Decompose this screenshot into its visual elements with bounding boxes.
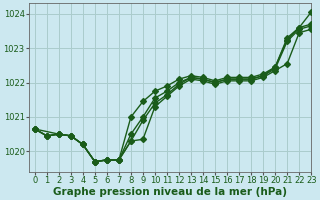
X-axis label: Graphe pression niveau de la mer (hPa): Graphe pression niveau de la mer (hPa): [53, 187, 287, 197]
